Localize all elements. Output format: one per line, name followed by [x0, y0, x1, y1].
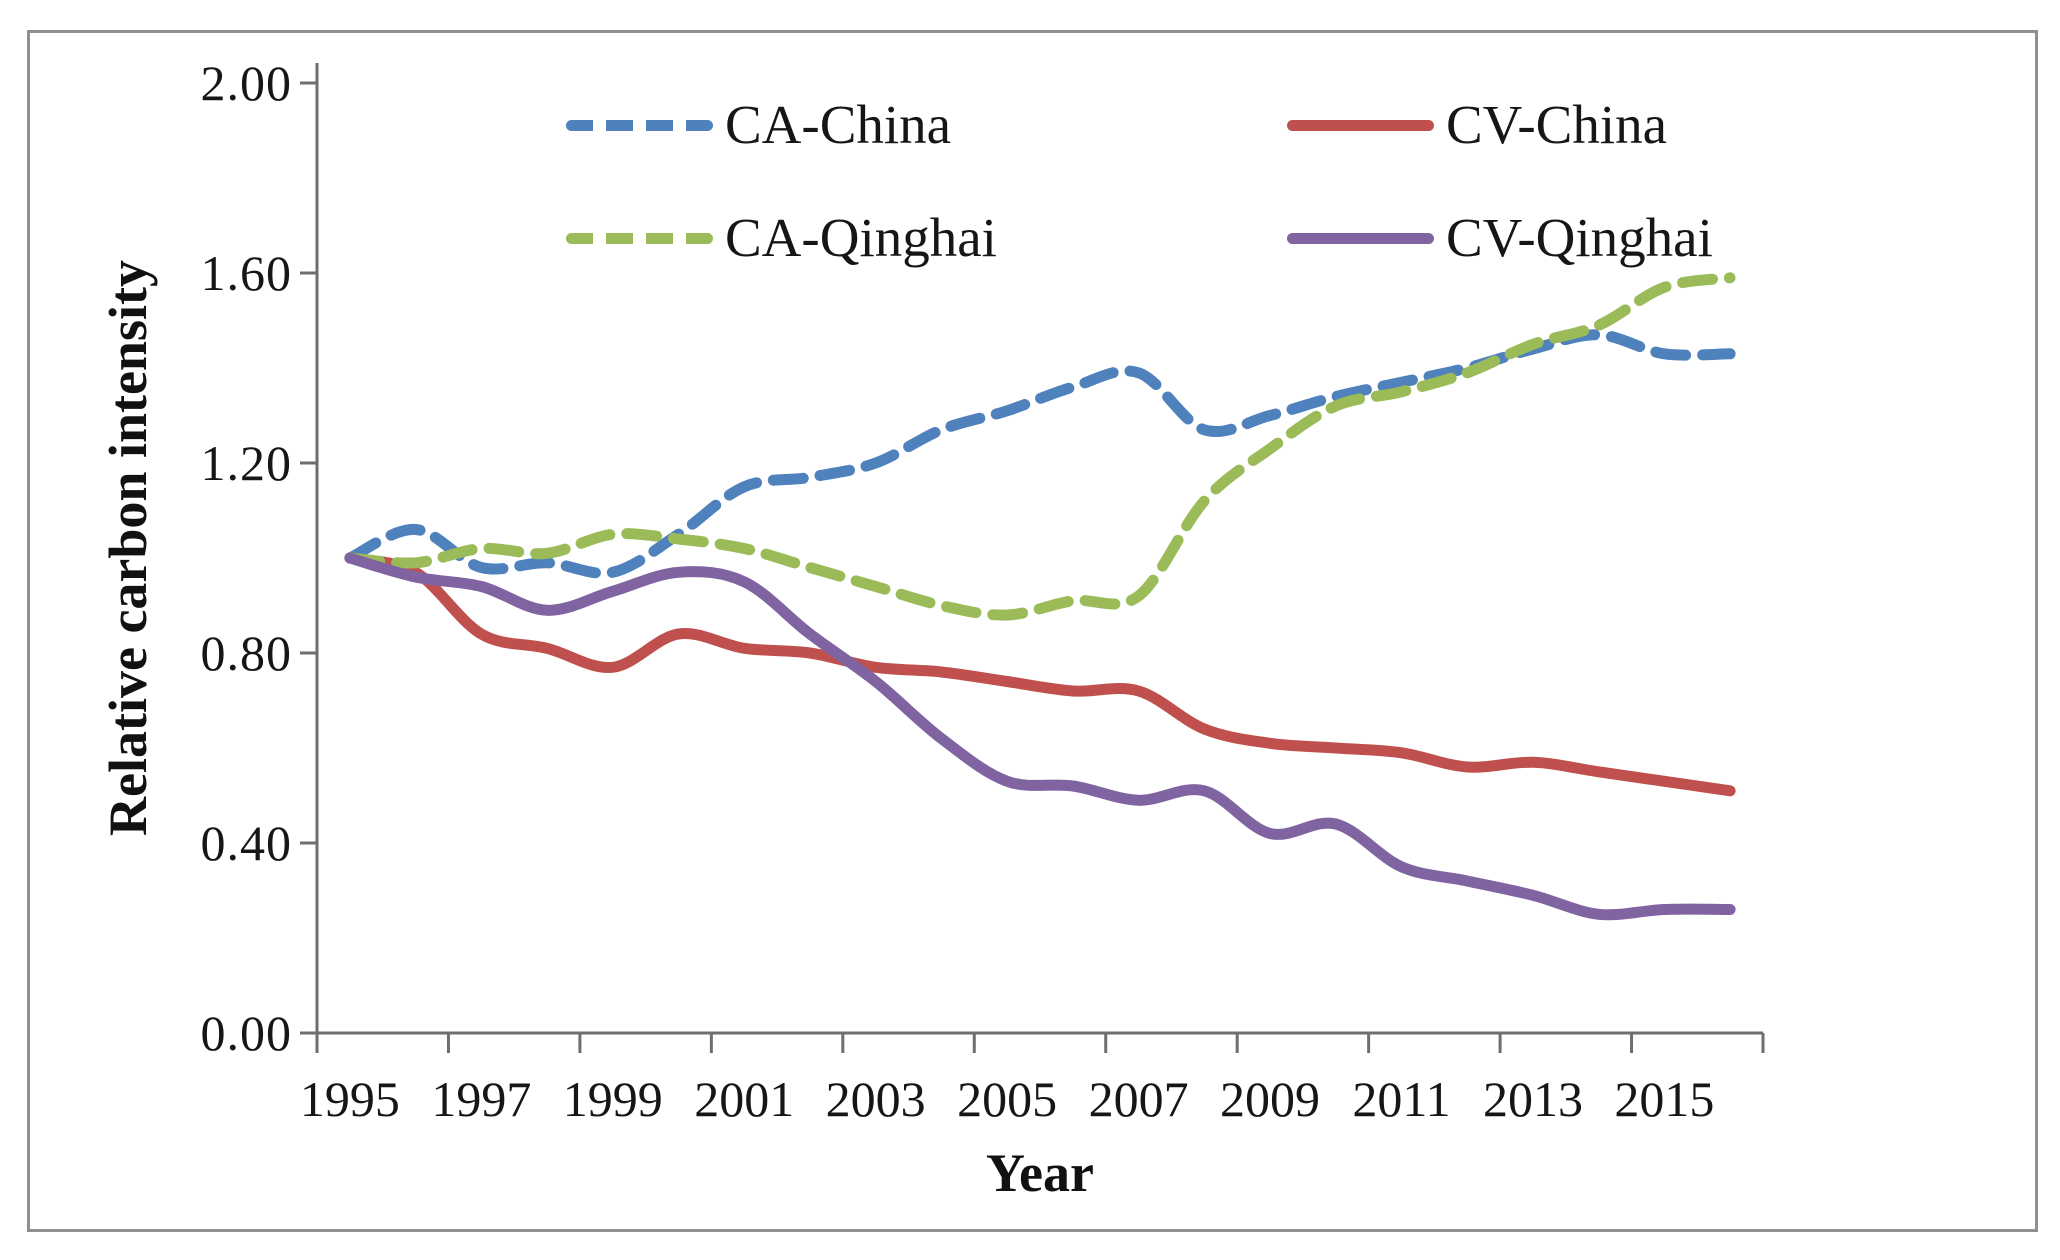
legend-label-ca-china: CA-China	[725, 94, 952, 155]
y-tick-label: 0.00	[200, 1005, 292, 1061]
x-tick-label: 2009	[1220, 1071, 1321, 1127]
y-tick-label: 0.80	[200, 625, 292, 681]
x-tick-label: 1995	[299, 1071, 400, 1127]
legend-line-sample-ca-china	[566, 119, 713, 131]
legend-item-ca-qinghai: CA-Qinghai	[566, 208, 997, 268]
x-tick-label: 2013	[1482, 1071, 1583, 1127]
x-tick-label: 2005	[957, 1071, 1058, 1127]
y-tick-label: 1.20	[200, 435, 292, 491]
legend-item-cv-qinghai: CV-Qinghai	[1287, 208, 1713, 268]
legend-item-ca-china: CA-China	[566, 95, 951, 155]
legend-line-sample-ca-qinghai	[566, 232, 713, 244]
x-tick-label: 2001	[694, 1071, 795, 1127]
legend-item-cv-china: CV-China	[1287, 95, 1667, 155]
y-tick-label: 1.60	[200, 245, 292, 301]
x-tick-label: 2007	[1088, 1071, 1189, 1127]
x-tick-label: 1999	[562, 1071, 663, 1127]
y-tick-label: 0.40	[200, 815, 292, 871]
series-line-ca-qinghai	[344, 272, 1736, 621]
legend-label-cv-china: CV-China	[1446, 94, 1668, 155]
legend-line-sample-cv-china	[1287, 119, 1434, 131]
x-tick-label: 2011	[1352, 1071, 1451, 1127]
legend-label-ca-qinghai: CA-Qinghai	[725, 207, 997, 268]
y-tick-label: 2.00	[200, 55, 292, 111]
x-tick-label: 1997	[431, 1071, 532, 1127]
legend-label-cv-qinghai: CV-Qinghai	[1446, 207, 1713, 268]
x-tick-label: 2003	[825, 1071, 926, 1127]
series-line-cv-china	[344, 552, 1736, 797]
series-line-cv-qinghai	[344, 552, 1736, 921]
x-axis-title: Year	[986, 1143, 1094, 1203]
series-line-ca-china	[344, 329, 1736, 579]
x-tick-label: 2015	[1614, 1071, 1715, 1127]
y-axis-title: Relative carbon intensity	[98, 260, 158, 836]
legend-line-sample-cv-qinghai	[1287, 232, 1434, 244]
